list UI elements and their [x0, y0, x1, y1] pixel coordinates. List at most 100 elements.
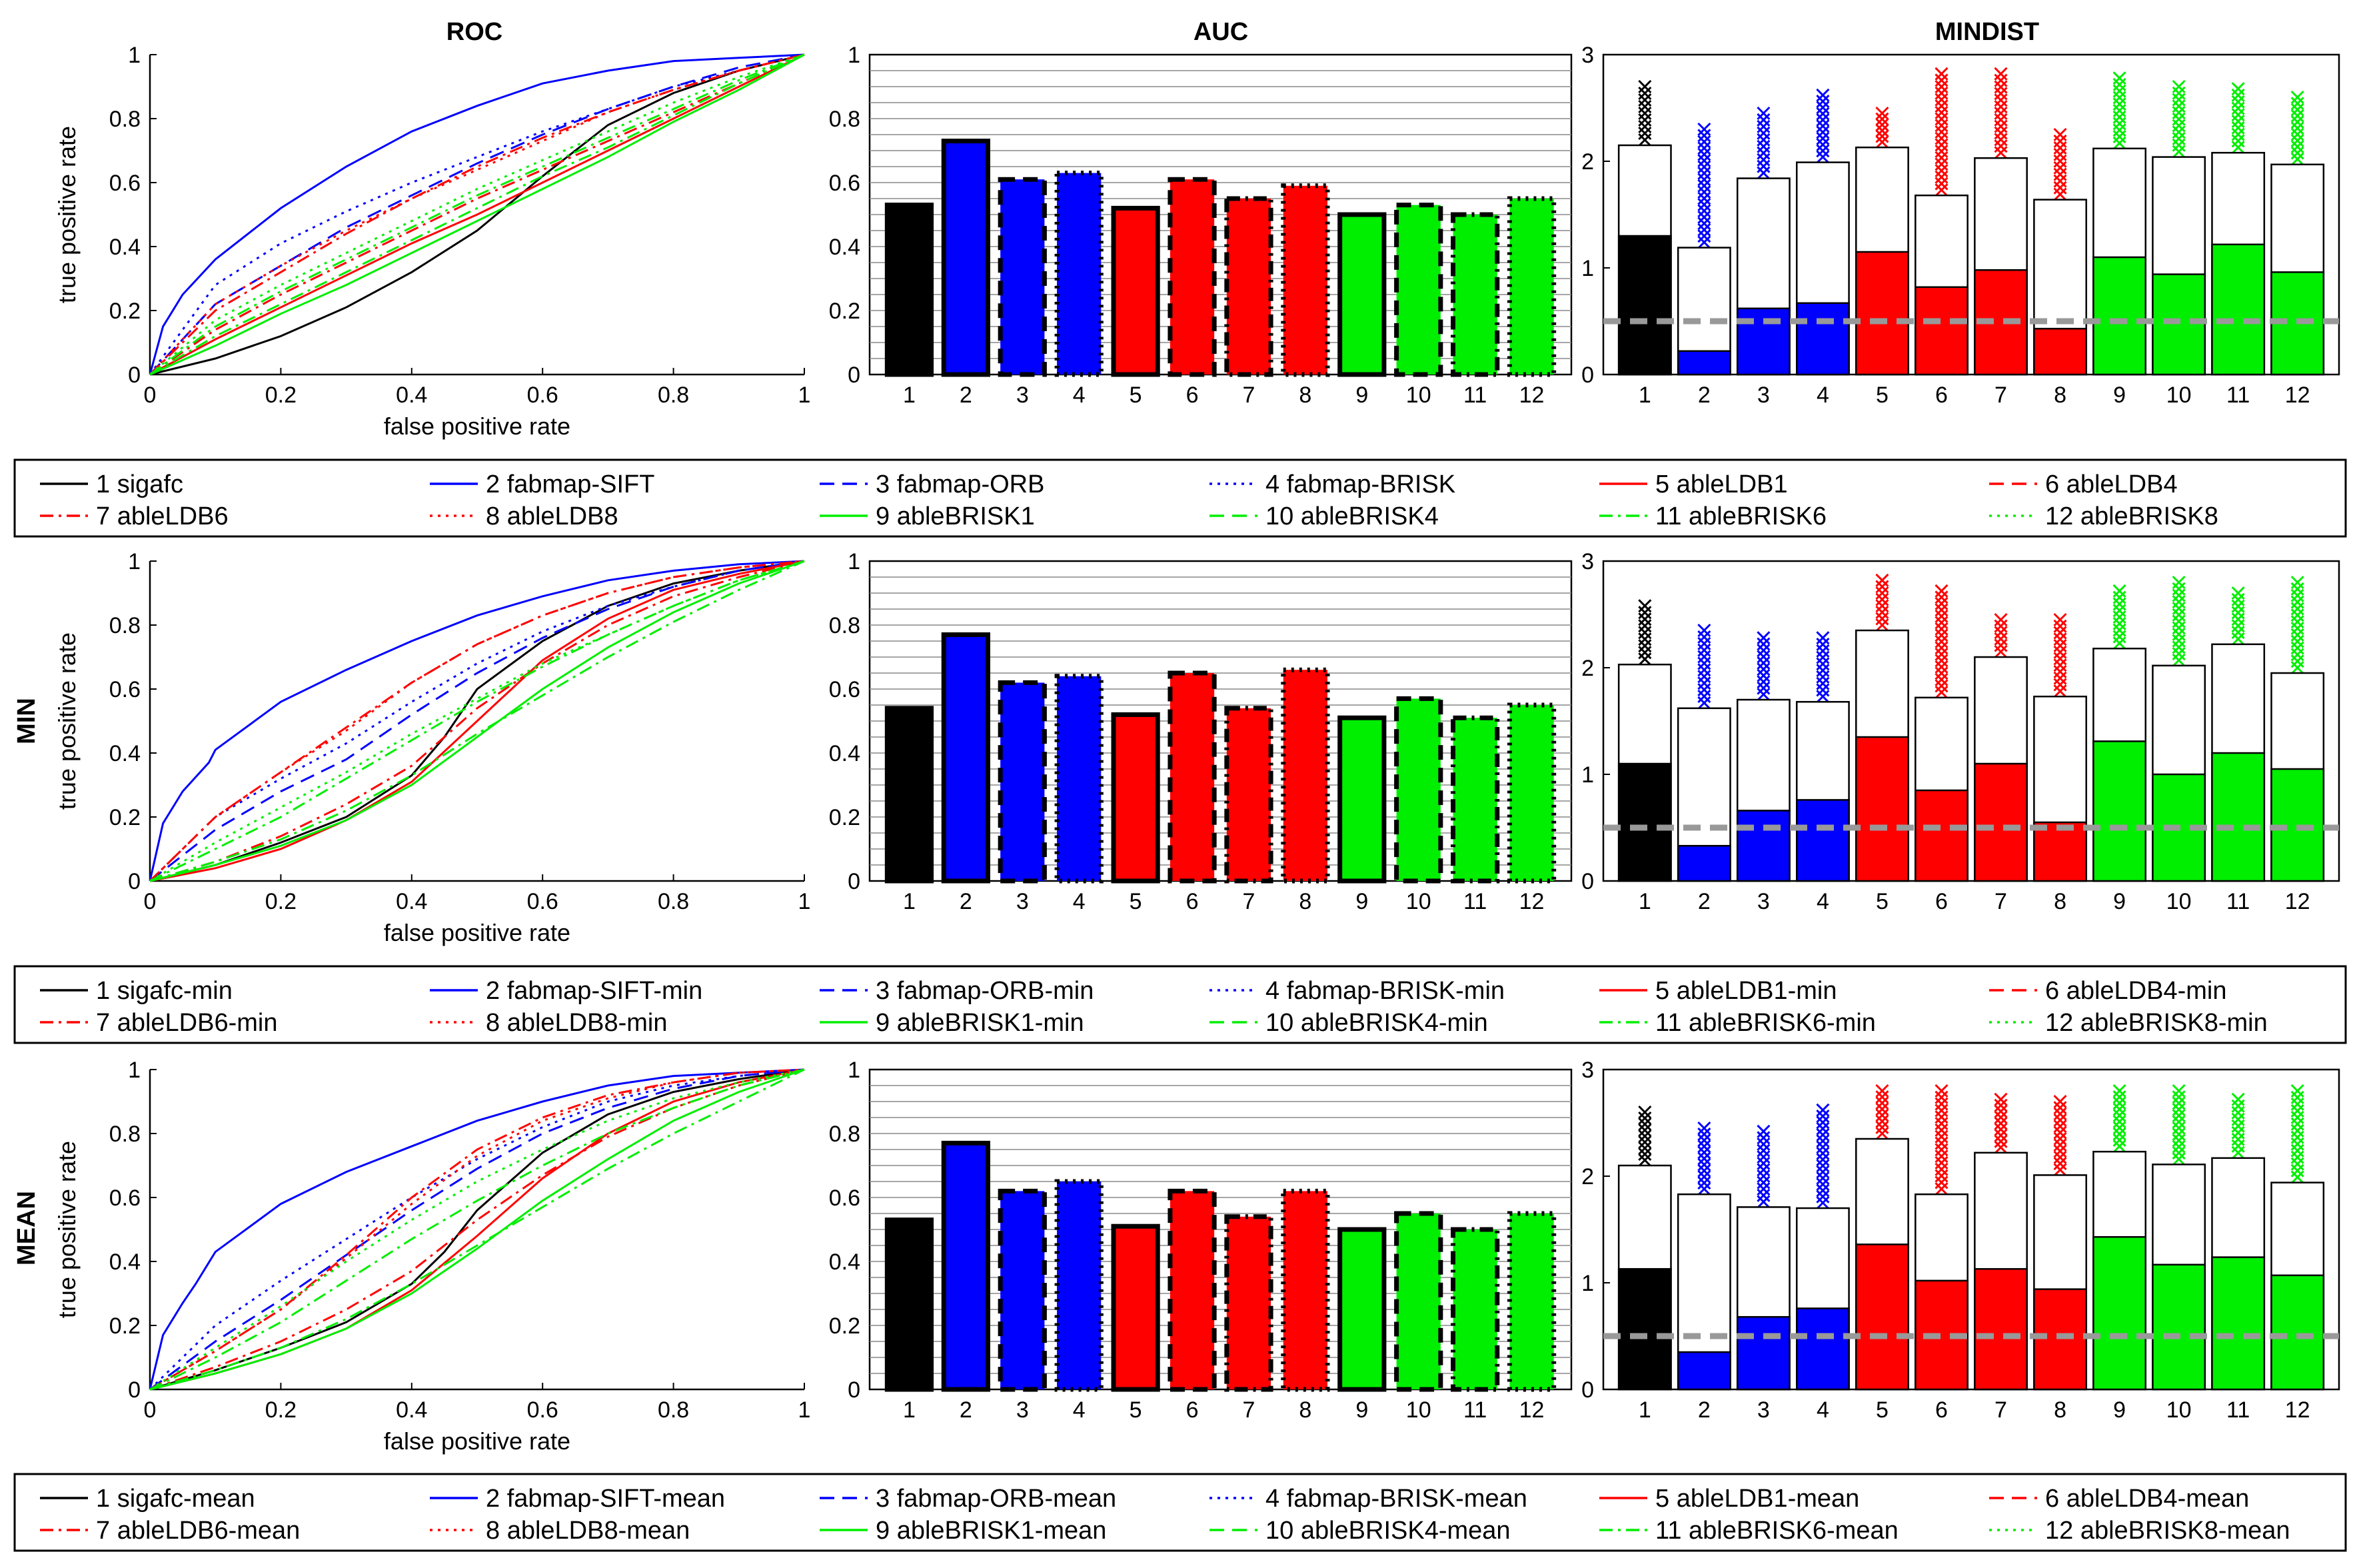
auc-bar-9 [1340, 215, 1384, 375]
mindist-outlier-marker [1935, 648, 1947, 660]
auc-x-tick-label: 10 [1406, 383, 1431, 408]
roc-y-tick-label: 0.8 [109, 613, 141, 638]
mindist-outlier-marker [2173, 615, 2185, 627]
mindist-x-tick-label: 7 [1994, 383, 2007, 408]
mindist-outlier-marker [1757, 670, 1769, 682]
mindist-outlier-marker [1639, 87, 1651, 99]
mindist-outlier-marker [2173, 596, 2185, 608]
roc-y-tick-label: 0.6 [109, 171, 141, 196]
mindist-outlier-marker [1995, 114, 2007, 126]
mindist-outlier-marker [1639, 107, 1651, 119]
mindist-outlier-marker [1935, 1150, 1947, 1162]
mindist-outlier-marker [2232, 613, 2244, 625]
auc-bar-3 [1000, 1191, 1044, 1389]
mindist-x-tick-label: 3 [1757, 1397, 1770, 1423]
auc-x-tick-label: 8 [1299, 1397, 1311, 1423]
mindist-outlier-marker [1757, 114, 1769, 126]
mindist-panel-2: 01231 2 3 4 5 6 7 8 9 10 11 12 [1581, 1058, 2339, 1423]
roc-x-tick-label: 0.2 [265, 1397, 297, 1423]
legend-label-2: 2 fabmap-SIFT-min [486, 977, 702, 1005]
mindist-outlier-marker [2054, 1102, 2066, 1114]
mindist-outlier-marker [1698, 193, 1710, 205]
legend-label-8: 8 ableLDB8 [486, 502, 618, 530]
mindist-outlier-marker [1935, 1138, 1947, 1150]
mindist-median-bar-8 [2034, 329, 2086, 375]
mindist-outlier-marker [2054, 1114, 2066, 1126]
mindist-outlier-marker [2173, 139, 2185, 151]
mindist-outlier-marker [1639, 633, 1651, 645]
mindist-outlier-marker [1817, 1166, 1829, 1178]
mindist-outlier-marker [2292, 1125, 2304, 1137]
mindist-outlier-marker [1817, 89, 1829, 101]
roc-x-tick-label: 0 [144, 383, 157, 408]
mindist-x-tick-label: 3 [1757, 383, 1770, 408]
auc-x-tick-label: 4 [1073, 1397, 1086, 1423]
mindist-outlier-marker [1757, 1158, 1769, 1170]
mindist-outlier-marker [2173, 1085, 2185, 1097]
legend-label-4: 4 fabmap-BRISK-min [1265, 977, 1505, 1005]
mindist-x-tick-label: 1 [1639, 383, 1651, 408]
roc-y-label: true positive rate [53, 126, 81, 303]
mindist-outlier-marker [1995, 1142, 2007, 1154]
mindist-outlier-marker [1935, 74, 1947, 86]
mindist-outlier-marker [1935, 100, 1947, 112]
mindist-x-tick-label: 9 [2113, 1397, 2126, 1423]
mindist-outlier-marker [1639, 134, 1651, 146]
auc-x-tick-label: 8 [1299, 383, 1311, 408]
mindist-outlier-marker [1639, 620, 1651, 632]
legend-label-3: 3 fabmap-ORB-mean [876, 1485, 1116, 1513]
auc-bar-5 [1114, 1226, 1158, 1389]
legend-label-1: 1 sigafc-min [96, 977, 233, 1005]
mindist-median-bar-9 [2093, 257, 2145, 375]
mindist-outlier-marker [1876, 587, 1888, 599]
legend-label-6: 6 ableLDB4-mean [2045, 1485, 2249, 1513]
mindist-outlier-marker [1757, 663, 1769, 675]
auc-y-tick-label: 1 [848, 549, 860, 574]
legend-label-7: 7 ableLDB6 [96, 502, 229, 530]
mindist-outlier-marker [1698, 205, 1710, 217]
mindist-outlier-marker [1757, 121, 1769, 133]
mindist-outlier-marker [2232, 1134, 2244, 1146]
mindist-outlier-marker [1639, 101, 1651, 113]
mindist-outlier-marker [1698, 684, 1710, 696]
mindist-median-bar-2 [1678, 351, 1730, 375]
mindist-outlier-marker [1995, 87, 2007, 99]
mindist-outlier-marker [1757, 1164, 1769, 1176]
auc-x-tick-label: 3 [1016, 889, 1029, 914]
mindist-outlier-marker [1935, 158, 1947, 170]
mindist-outlier-marker [2292, 622, 2304, 634]
roc-x-tick-label: 1 [798, 1397, 811, 1423]
mindist-x-tick-label: 11 [2226, 1397, 2250, 1423]
legend-box [15, 1474, 2346, 1551]
mindist-outlier-marker [1995, 1094, 2007, 1106]
auc-bar-7 [1227, 199, 1271, 375]
mindist-outlier-marker [2232, 122, 2244, 134]
mindist-outlier-marker [1876, 1116, 1888, 1128]
mindist-outlier-marker [1995, 1106, 2007, 1118]
roc-y-tick-label: 0.8 [109, 107, 141, 132]
mindist-outlier-marker [1935, 642, 1947, 654]
mindist-median-bar-6 [1915, 790, 1967, 881]
mindist-outlier-marker [1995, 127, 2007, 139]
mindist-outlier-marker [2173, 1128, 2185, 1140]
roc-x-tick-label: 0.8 [658, 1397, 689, 1423]
auc-bar-3 [1000, 682, 1044, 881]
auc-y-tick-label: 0.4 [829, 741, 860, 766]
mindist-outlier-marker [1817, 1110, 1829, 1122]
auc-bar-9 [1340, 1229, 1384, 1389]
roc-panel-0: 0 0.2 0.4 0.6 0.8 100.20.40.60.81false positi… [53, 43, 810, 440]
mindist-outlier-marker [2292, 1158, 2304, 1170]
mindist-outlier-marker [1817, 1116, 1829, 1128]
roc-x-tick-label: 0.4 [396, 383, 427, 408]
auc-x-tick-label: 10 [1406, 1397, 1431, 1423]
mindist-outlier-marker [1639, 1142, 1651, 1154]
mindist-median-bar-4 [1797, 303, 1849, 375]
legend-label-7: 7 ableLDB6-mean [96, 1517, 300, 1545]
mindist-outlier-marker [1876, 1110, 1888, 1122]
auc-x-tick-label: 4 [1073, 889, 1086, 914]
mindist-outlier-marker [2114, 604, 2126, 616]
mindist-outlier-marker [1935, 1124, 1947, 1136]
mindist-outlier-marker [2232, 1107, 2244, 1119]
mindist-outlier-marker [2292, 636, 2304, 648]
auc-x-tick-label: 10 [1406, 889, 1431, 914]
